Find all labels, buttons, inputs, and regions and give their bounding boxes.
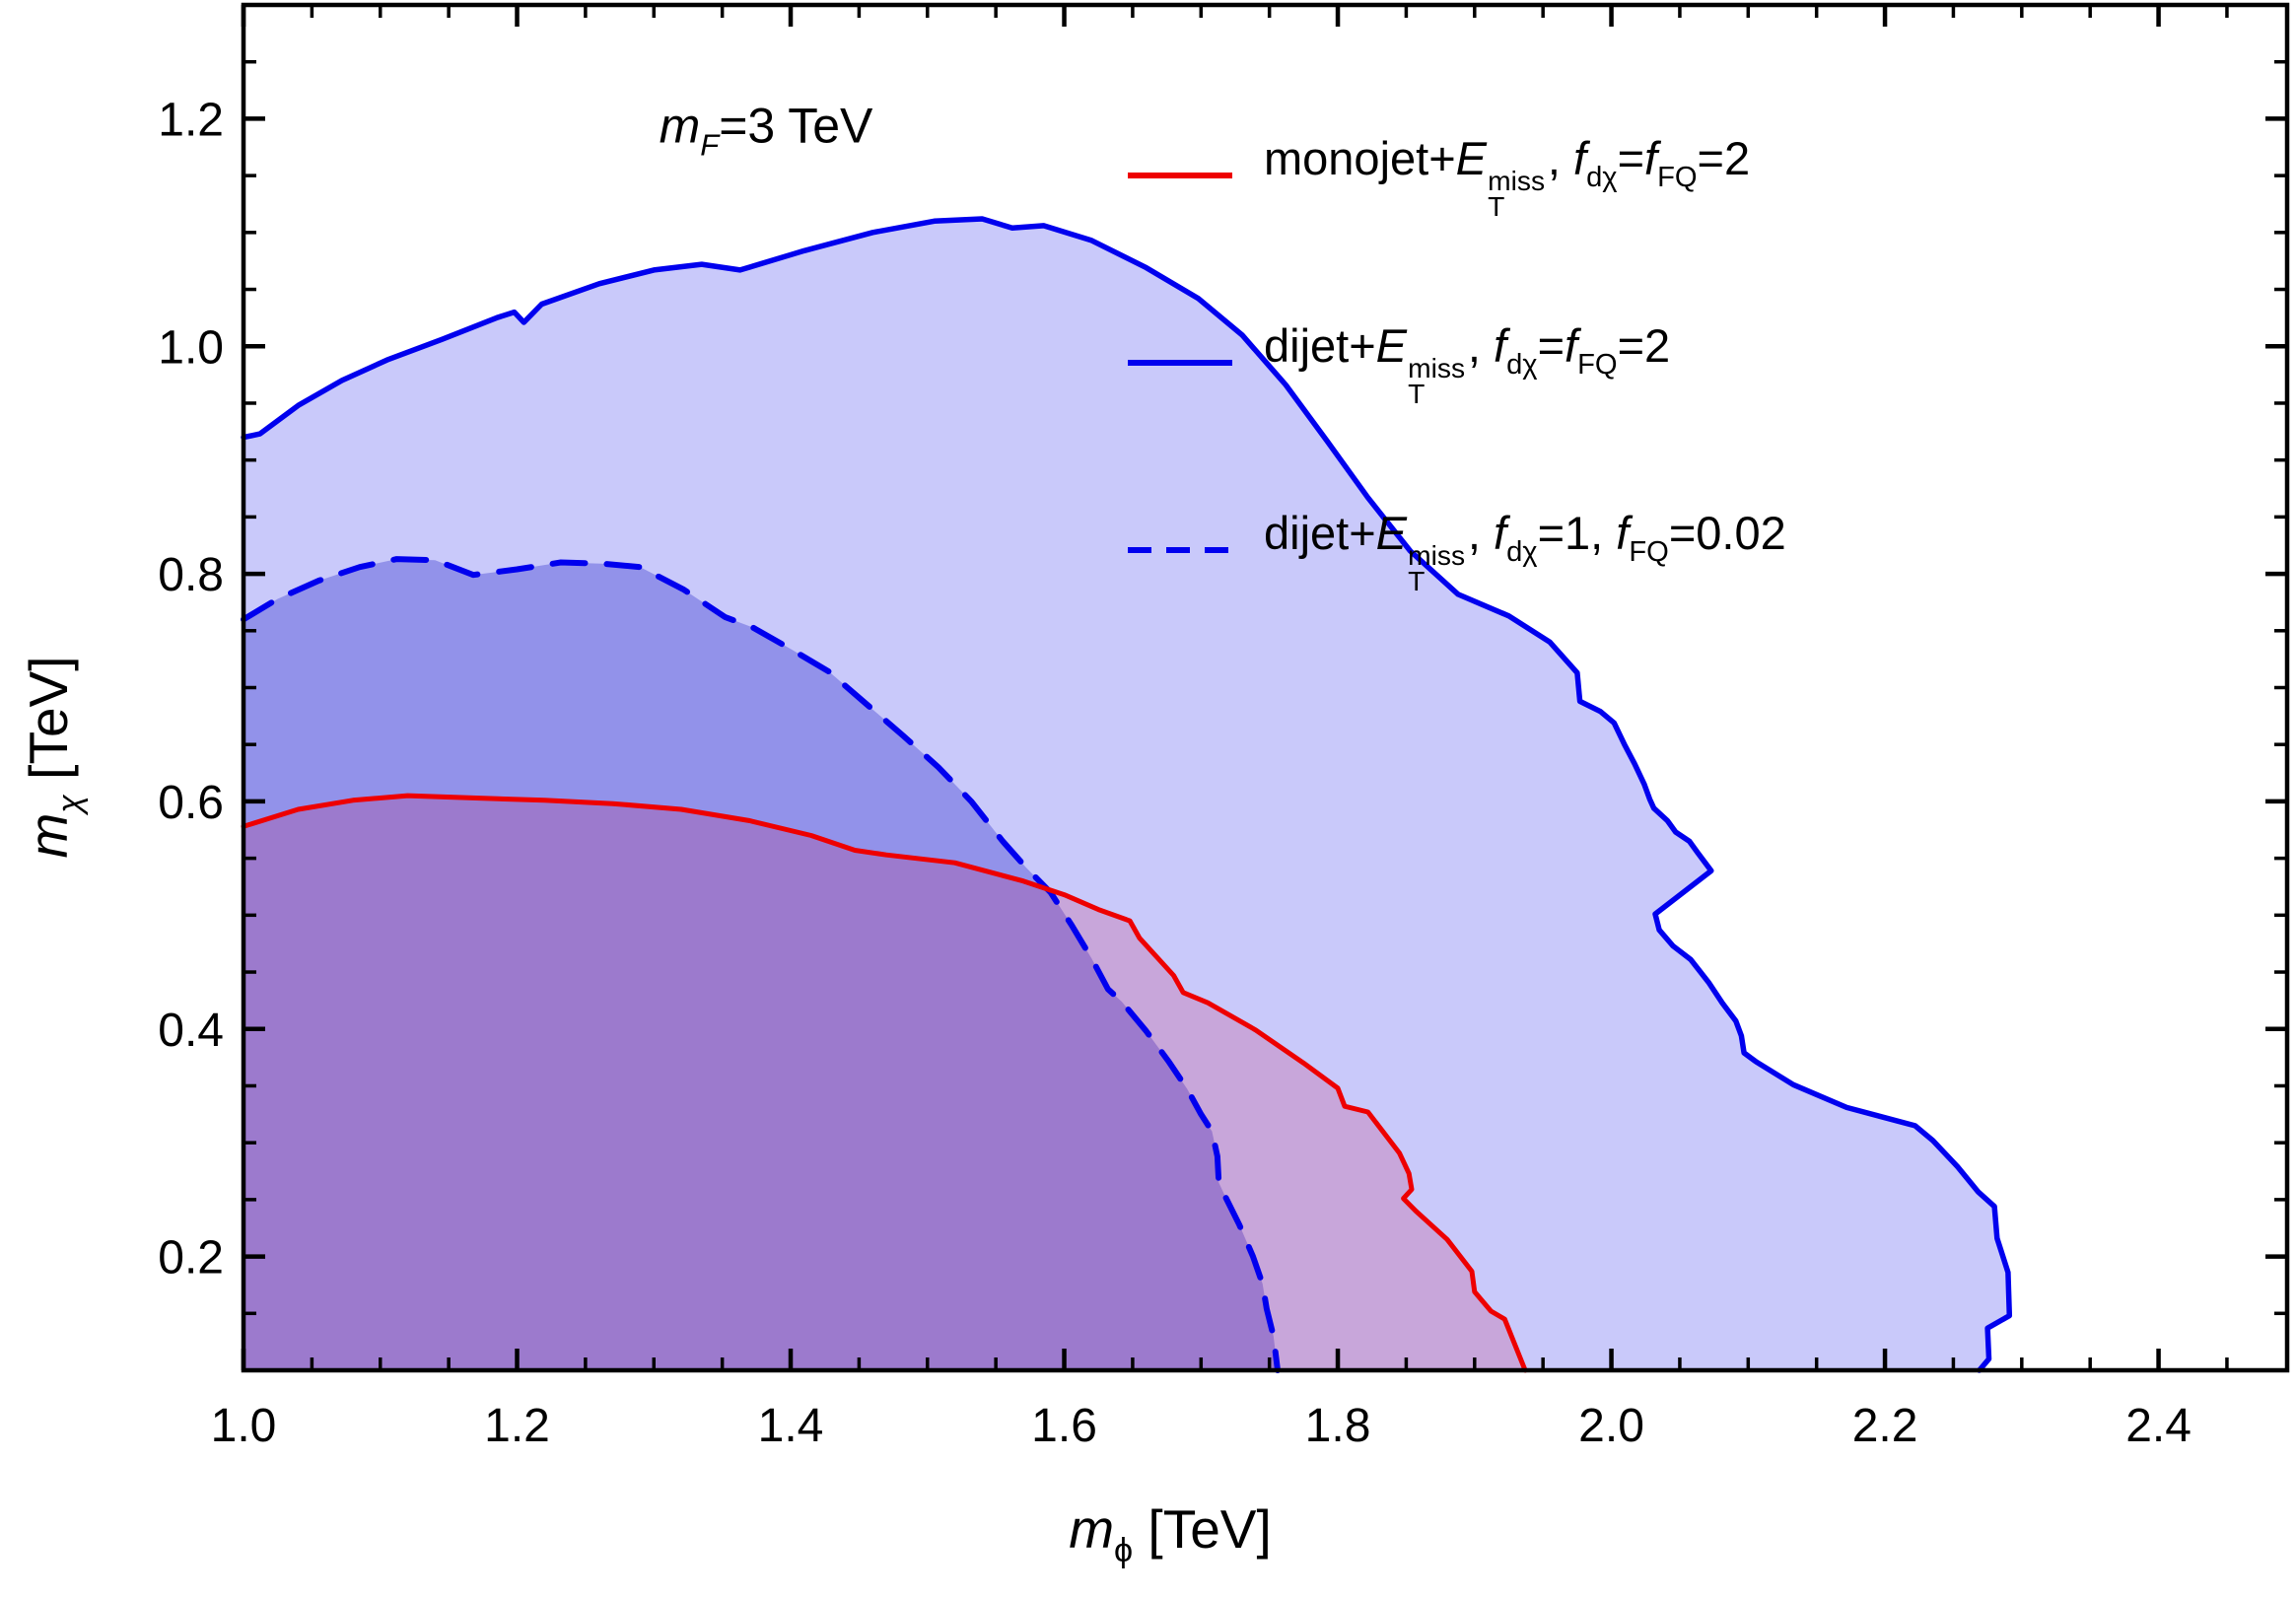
region-dijet-dashed <box>244 559 1278 1370</box>
legend-line-monojet-icon <box>1128 173 1232 178</box>
y-axis-label: mχ [TeV] <box>17 656 90 859</box>
legend-label-dijet-solid: dijet+E miss T, fdχ=fFQ=2 <box>1264 318 1671 410</box>
y-tick-label: 0.8 <box>158 549 224 601</box>
x-tick-label: 2.2 <box>1852 1400 1918 1452</box>
legend-label-dijet-dashed: dijet+E miss T, fdχ=1, fFQ=0.02 <box>1264 506 1786 597</box>
region-dijet-solid <box>244 219 2010 1370</box>
y-tick-label: 0.2 <box>158 1232 224 1285</box>
region-monojet <box>244 796 1526 1370</box>
x-tick-label: 1.4 <box>758 1400 824 1452</box>
x-tick-label: 2.0 <box>1578 1400 1644 1452</box>
legend-item-dijet-solid: dijet+E miss T, fdχ=fFQ=2 <box>1126 318 1670 407</box>
y-tick-label: 0.4 <box>158 1005 224 1057</box>
x-tick-label: 2.4 <box>2125 1400 2192 1452</box>
plot-annotation-mF: mF=3 TeV <box>659 98 873 163</box>
x-tick-label: 1.2 <box>484 1400 550 1452</box>
x-tick-label: 1.0 <box>211 1400 277 1452</box>
curve-dijet-dashed <box>241 556 1281 1373</box>
x-tick-label: 1.6 <box>1031 1400 1097 1452</box>
y-tick-label: 1.0 <box>158 321 224 374</box>
y-tick-label: 1.2 <box>158 94 224 146</box>
curve-dijet-solid <box>241 216 2013 1373</box>
curve-monojet <box>241 793 1528 1373</box>
legend-item-monojet: monojet+E miss T, fdχ=fFQ=2 <box>1126 131 1750 220</box>
x-tick-label: 1.8 <box>1305 1400 1371 1452</box>
legend-label-monojet: monojet+E miss T, fdχ=fFQ=2 <box>1264 131 1751 223</box>
x-axis-label: mϕ [TeV] <box>1069 1497 1272 1570</box>
y-tick-label: 0.6 <box>158 777 224 829</box>
legend-line-dijet-dashed-icon <box>1128 547 1232 553</box>
legend-item-dijet-dashed: dijet+E miss T, fdχ=1, fFQ=0.02 <box>1126 506 1786 594</box>
legend-line-dijet-solid-icon <box>1128 360 1232 366</box>
